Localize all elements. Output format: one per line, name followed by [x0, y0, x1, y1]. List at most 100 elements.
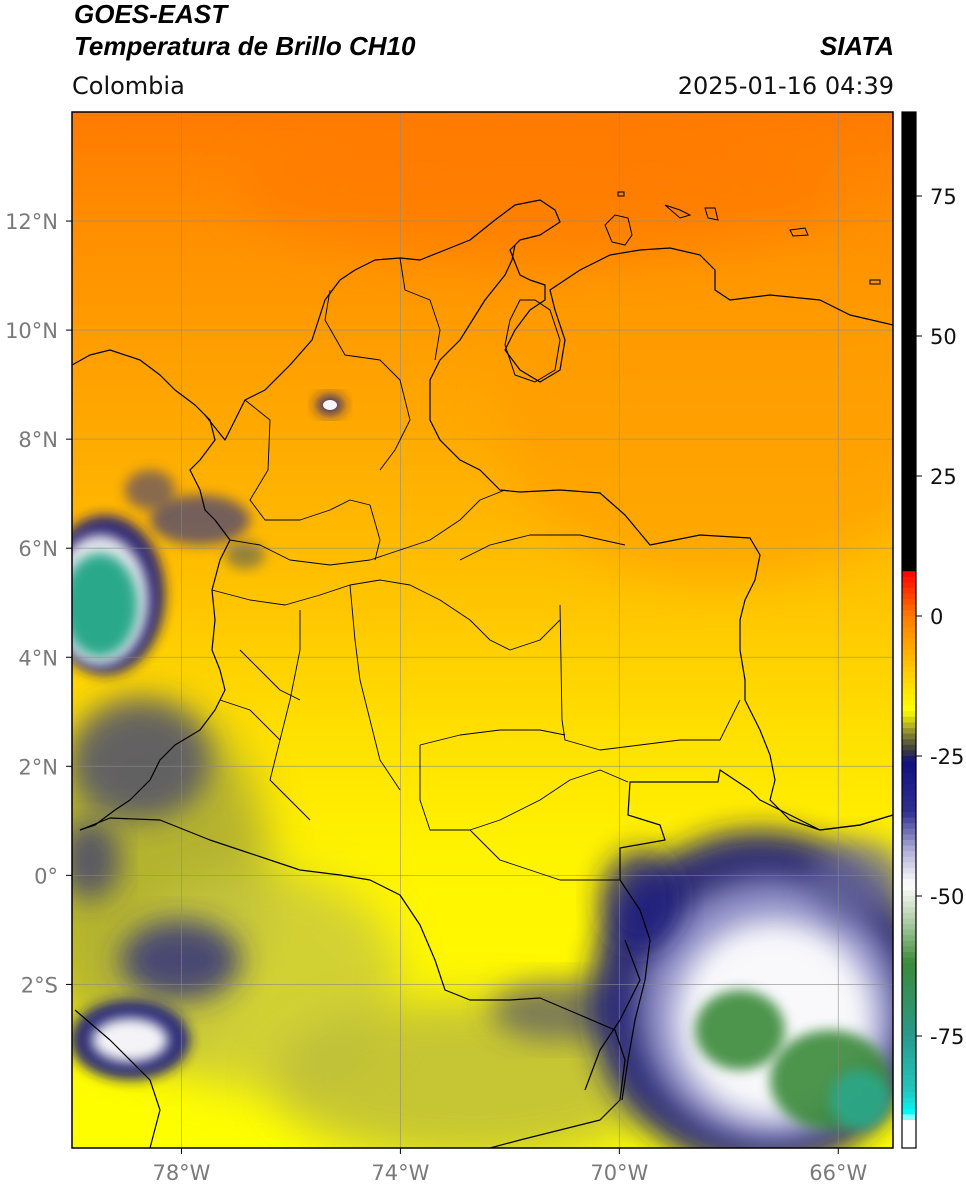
colorbar-segment: [902, 896, 916, 903]
map-title: GOES-EAST Temperatura de Brillo CH10: [74, 0, 415, 62]
border-brazil: [619, 769, 893, 1101]
coastline-pacific: [72, 349, 231, 831]
colorbar-tick-label: 25: [930, 465, 957, 489]
colorbar-segment: [902, 868, 916, 875]
colorbar-segment: [902, 509, 916, 516]
colorbar-segment: [902, 968, 916, 975]
colorbar-segment: [902, 599, 916, 606]
colorbar-segment: [902, 862, 916, 869]
colorbar-segment: [902, 212, 916, 219]
colorbar-segment: [902, 492, 916, 499]
colorbar-segment: [902, 1002, 916, 1009]
colorbar-segment: [902, 470, 916, 477]
border-venezuela: [429, 244, 893, 831]
colorbar-tick-label: -50: [930, 885, 964, 909]
colorbar-segment: [902, 649, 916, 656]
colorbar-segment: [902, 420, 916, 427]
colorbar-segment: [902, 728, 916, 735]
colorbar-segment: [902, 403, 916, 410]
colorbar-segment: [902, 145, 916, 152]
colorbar-segment: [902, 761, 916, 768]
colorbar-segment: [902, 576, 916, 583]
colorbar-segment: [902, 935, 916, 942]
colorbar-segment: [902, 778, 916, 785]
latitude-axis: 12°N 10°N 8°N 6°N 4°N 2°N 0° 2°S: [5, 210, 72, 997]
colorbar-segment: [902, 722, 916, 729]
warm-region: [240, 120, 840, 260]
colorbar-segment: [902, 795, 916, 802]
colorbar-segment: [902, 168, 916, 175]
colorbar-segment: [902, 750, 916, 757]
colorbar-segment: [902, 487, 916, 494]
colorbar-segment: [902, 632, 916, 639]
colorbar-segment: [902, 526, 916, 533]
colorbar-segment: [902, 123, 916, 130]
colorbar-segment: [902, 537, 916, 544]
colorbar-segment: [902, 453, 916, 460]
colorbar-segment: [902, 565, 916, 572]
colorbar-segment: [902, 694, 916, 701]
colorbar-segment: [902, 162, 916, 169]
colorbar-segment: [902, 711, 916, 718]
colorbar-segment: [902, 1103, 916, 1110]
colorbar-segment: [902, 347, 916, 354]
colorbar-segment: [902, 1114, 916, 1121]
colorbar-segment: [902, 302, 916, 309]
colorbar-segment: [902, 504, 916, 511]
colorbar-segment: [902, 957, 916, 964]
colorbar-segment: [902, 369, 916, 376]
colorbar-segment: [902, 616, 916, 623]
border-ecuador-peru-south: [74, 1009, 161, 1148]
colorbar-segment: [902, 985, 916, 992]
map-grid: [72, 112, 893, 1148]
boundaries: [72, 199, 893, 1148]
cloud-cell: [323, 400, 337, 410]
colorbar-segment: [902, 481, 916, 488]
colorbar-segment: [902, 856, 916, 863]
colorbar-segment: [902, 1125, 916, 1132]
colorbar-segment: [902, 767, 916, 774]
colorbar-segment: [902, 425, 916, 432]
colorbar-segment: [902, 554, 916, 561]
satellite-name: GOES-EAST: [74, 0, 228, 29]
colorbar-segment: [902, 644, 916, 651]
colorbar-segment: [902, 912, 916, 919]
colorbar-segment: [902, 291, 916, 298]
colorbar-segments: [902, 112, 916, 1149]
colorbar-segment: [902, 341, 916, 348]
lat-tick-label: 0°: [34, 864, 58, 888]
map-panel: [72, 112, 893, 1148]
colorbar-segment: [902, 1058, 916, 1065]
colorbar-tick-label: -25: [930, 745, 964, 769]
colorbar-segment: [902, 1024, 916, 1031]
coastline-caribbean: [204, 199, 893, 441]
border-peru-brazil: [584, 939, 641, 1091]
organization-name: SIATA: [819, 31, 894, 61]
colorbar-segment: [902, 1086, 916, 1093]
colorbar-segment: [902, 879, 916, 886]
colorbar-segment: [902, 733, 916, 740]
colorbar-segment: [902, 666, 916, 673]
colorbar-segment: [902, 1013, 916, 1020]
colorbar-segment: [902, 604, 916, 611]
lat-tick-label: 4°N: [18, 646, 58, 670]
colorbar-segment: [902, 285, 916, 292]
colorbar-segment: [902, 173, 916, 180]
colorbar-segment: [902, 1142, 916, 1149]
colorbar-segment: [902, 375, 916, 382]
colorbar-segment: [902, 744, 916, 751]
colorbar-segment: [902, 442, 916, 449]
colorbar-segment: [902, 380, 916, 387]
colorbar-segment: [902, 201, 916, 208]
cloud-cell-pacific: [72, 470, 250, 675]
colorbar-segment: [902, 806, 916, 813]
colorbar-segment: [902, 784, 916, 791]
colorbar-segment: [902, 252, 916, 259]
colorbar-segment: [902, 358, 916, 365]
product-name: Temperatura de Brillo CH10: [74, 31, 416, 61]
colorbar-segment: [902, 884, 916, 891]
lon-tick-label: 66°W: [809, 1161, 867, 1185]
colorbar-segment: [902, 621, 916, 628]
colorbar-segment: [902, 1069, 916, 1076]
